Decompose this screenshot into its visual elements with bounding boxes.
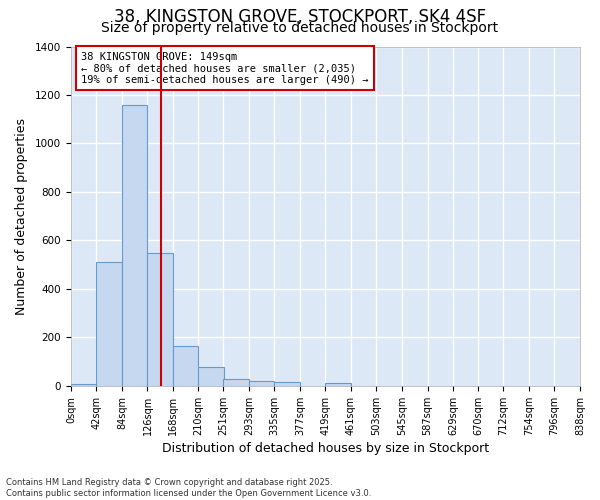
Text: 38, KINGSTON GROVE, STOCKPORT, SK4 4SF: 38, KINGSTON GROVE, STOCKPORT, SK4 4SF [114, 8, 486, 26]
Text: 38 KINGSTON GROVE: 149sqm
← 80% of detached houses are smaller (2,035)
19% of se: 38 KINGSTON GROVE: 149sqm ← 80% of detac… [81, 52, 368, 85]
Text: Contains HM Land Registry data © Crown copyright and database right 2025.
Contai: Contains HM Land Registry data © Crown c… [6, 478, 371, 498]
Bar [122, 104, 148, 386]
X-axis label: Distribution of detached houses by size in Stockport: Distribution of detached houses by size … [162, 442, 489, 455]
Text: Size of property relative to detached houses in Stockport: Size of property relative to detached ho… [101, 21, 499, 35]
Bar [274, 382, 300, 386]
Bar [173, 346, 199, 386]
Bar [249, 380, 274, 386]
Bar [199, 366, 224, 386]
Bar [325, 383, 351, 386]
Bar [148, 252, 173, 386]
Bar [97, 262, 122, 386]
Bar [71, 384, 97, 386]
Y-axis label: Number of detached properties: Number of detached properties [15, 118, 28, 314]
Bar [223, 379, 249, 386]
